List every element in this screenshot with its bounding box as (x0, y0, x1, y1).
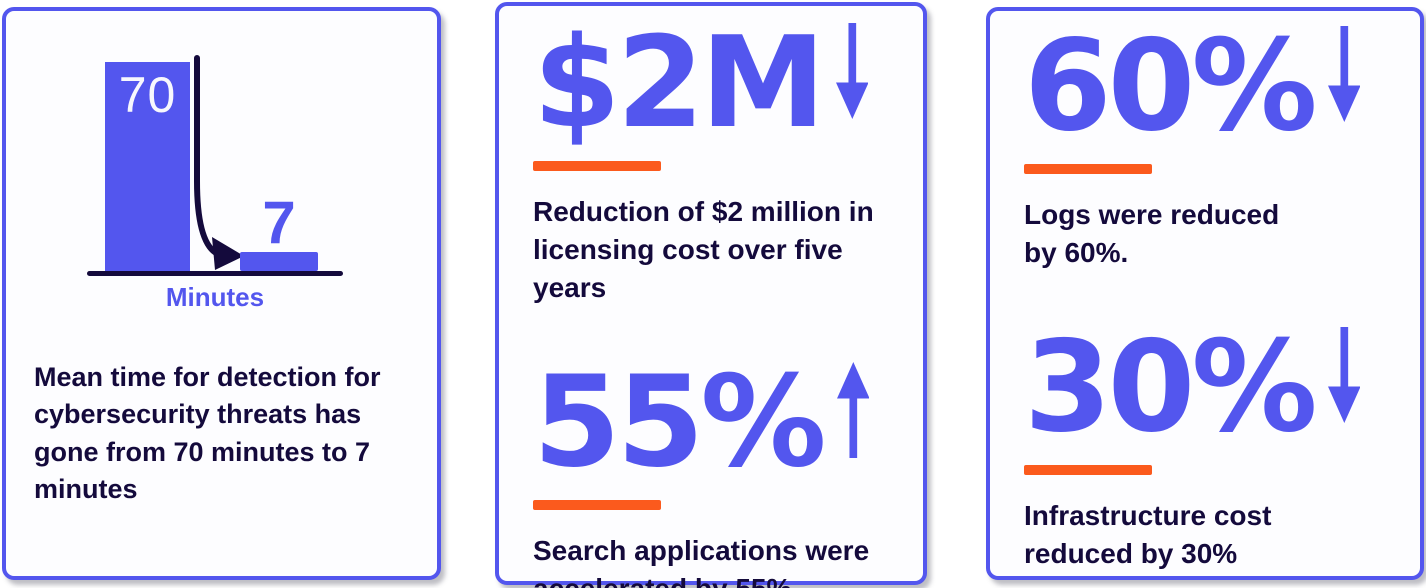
arrow-down-icon (1327, 26, 1361, 122)
orange-divider (1024, 164, 1152, 174)
bar-after-7-minutes (240, 252, 318, 271)
trend-arrow-icon (1327, 327, 1361, 424)
arrow-up-icon (836, 362, 870, 459)
trend-arrow-icon (836, 362, 870, 459)
stat-block-infrastructure-cost: 30% Infrastructure cost reduced by 30% (1024, 324, 1398, 573)
arrow-down-icon (1327, 327, 1361, 424)
bar-chart: 70 7 Minutes Mean time for detection for… (6, 11, 437, 576)
stat-block-licensing-cost: $2M Reduction of $2 million in licensing… (533, 20, 901, 307)
stat-block-search-acceleration: 55% Search applications were accelerated… (533, 359, 901, 588)
stat-description: Search applications were accelerated by … (533, 535, 870, 588)
stat-description: Reduction of $2 million in licensing cos… (533, 196, 874, 304)
trend-arrow-icon (835, 23, 869, 119)
stat-value-row: $2M (533, 20, 901, 146)
stat-description: Logs were reduced by 60%. (1024, 199, 1280, 269)
orange-divider (533, 161, 661, 171)
metric-card-cost-and-search: $2M Reduction of $2 million in licensing… (495, 2, 927, 588)
bar-before-70-minutes: 70 (105, 62, 190, 271)
bar-value-label: 7 (262, 189, 296, 256)
stat-value: 55% (533, 348, 827, 496)
orange-divider (533, 500, 661, 511)
stat-block-log-reduction: 60% Logs were reduced by 60%. (1024, 23, 1398, 272)
stat-value-row: 60% (1024, 23, 1398, 149)
stat-value: 30% (1024, 313, 1318, 461)
decrease-curve-arrow-icon (194, 55, 244, 270)
stat-description: Infrastructure cost reduced by 30% (1024, 500, 1272, 570)
metric-card-detection-time: 70 7 Minutes Mean time for detection for… (2, 7, 441, 580)
x-axis-label: Minutes (165, 282, 265, 312)
metric-card-logs-and-infrastructure: 60% Logs were reduced by 60%. 30% Infras… (986, 7, 1424, 580)
stat-value-row: 30% (1024, 324, 1398, 450)
bar-value-label: 70 (118, 67, 177, 123)
stat-value: 60% (1024, 12, 1318, 159)
trend-arrow-icon (1327, 26, 1361, 122)
stat-value-row: 55% (533, 359, 901, 485)
orange-divider (1024, 465, 1152, 476)
arrow-down-icon (835, 23, 869, 119)
metric-description: Mean time for detection for cybersecurit… (34, 362, 381, 504)
x-axis-line (87, 271, 343, 276)
stat-value: $2M (533, 9, 826, 156)
